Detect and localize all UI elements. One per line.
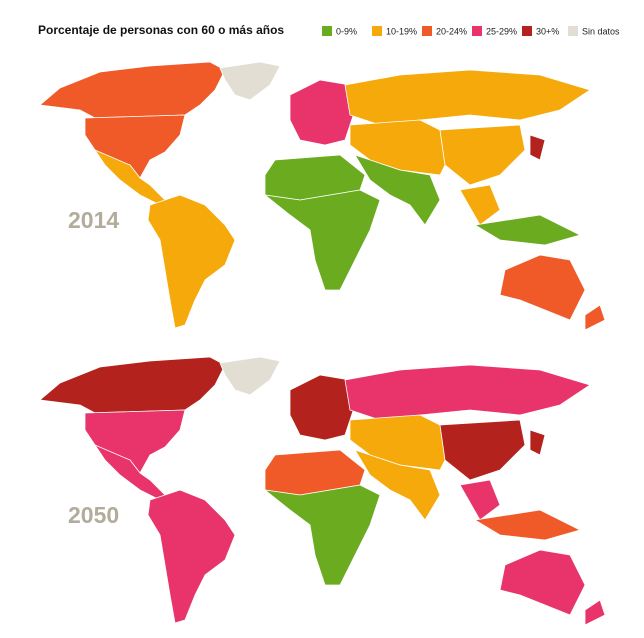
- new-zealand: [584, 599, 606, 626]
- china: [439, 419, 526, 481]
- russia: [344, 364, 591, 421]
- australia: [499, 254, 586, 321]
- year-label: 2014: [68, 207, 119, 233]
- legend-swatch: [322, 26, 332, 36]
- indonesia: [474, 214, 581, 246]
- year-label: 2050: [68, 502, 119, 528]
- south-america: [147, 489, 236, 624]
- legend-label: 25-29%: [486, 26, 517, 36]
- legend: 0-9% 10-19% 20-24% 25-29% 30+% Sin datos: [322, 26, 620, 36]
- southeast-asia: [459, 479, 501, 521]
- united-states: [84, 409, 186, 474]
- indonesia: [474, 509, 581, 541]
- south-america: [147, 194, 236, 329]
- legend-label: 10-19%: [386, 26, 417, 36]
- africa: [264, 189, 381, 291]
- middle-east-india: [354, 449, 441, 521]
- map-2050: 2050: [39, 356, 606, 626]
- legend-label: 0-9%: [336, 26, 357, 36]
- canada: [39, 61, 226, 119]
- russia: [344, 69, 591, 126]
- canada: [39, 356, 226, 414]
- united-states: [84, 114, 186, 179]
- title: Porcentaje de personas con 60 o más años: [38, 23, 284, 37]
- legend-swatch: [372, 26, 382, 36]
- legend-swatch: [568, 26, 578, 36]
- new-zealand: [584, 304, 606, 331]
- southeast-asia: [459, 184, 501, 226]
- middle-east-india: [354, 154, 441, 226]
- legend-swatch: [472, 26, 482, 36]
- legend-swatch: [422, 26, 432, 36]
- legend-swatch: [522, 26, 532, 36]
- legend-label: 30+%: [536, 26, 559, 36]
- legend-label: 20-24%: [436, 26, 467, 36]
- greenland: [219, 61, 281, 101]
- japan: [529, 134, 546, 161]
- china: [439, 124, 526, 186]
- europe: [289, 79, 356, 146]
- australia: [499, 549, 586, 616]
- europe: [289, 374, 356, 441]
- map-2014: 2014: [39, 61, 606, 331]
- japan: [529, 429, 546, 456]
- greenland: [219, 356, 281, 396]
- africa: [264, 484, 381, 586]
- legend-label: Sin datos: [582, 26, 620, 36]
